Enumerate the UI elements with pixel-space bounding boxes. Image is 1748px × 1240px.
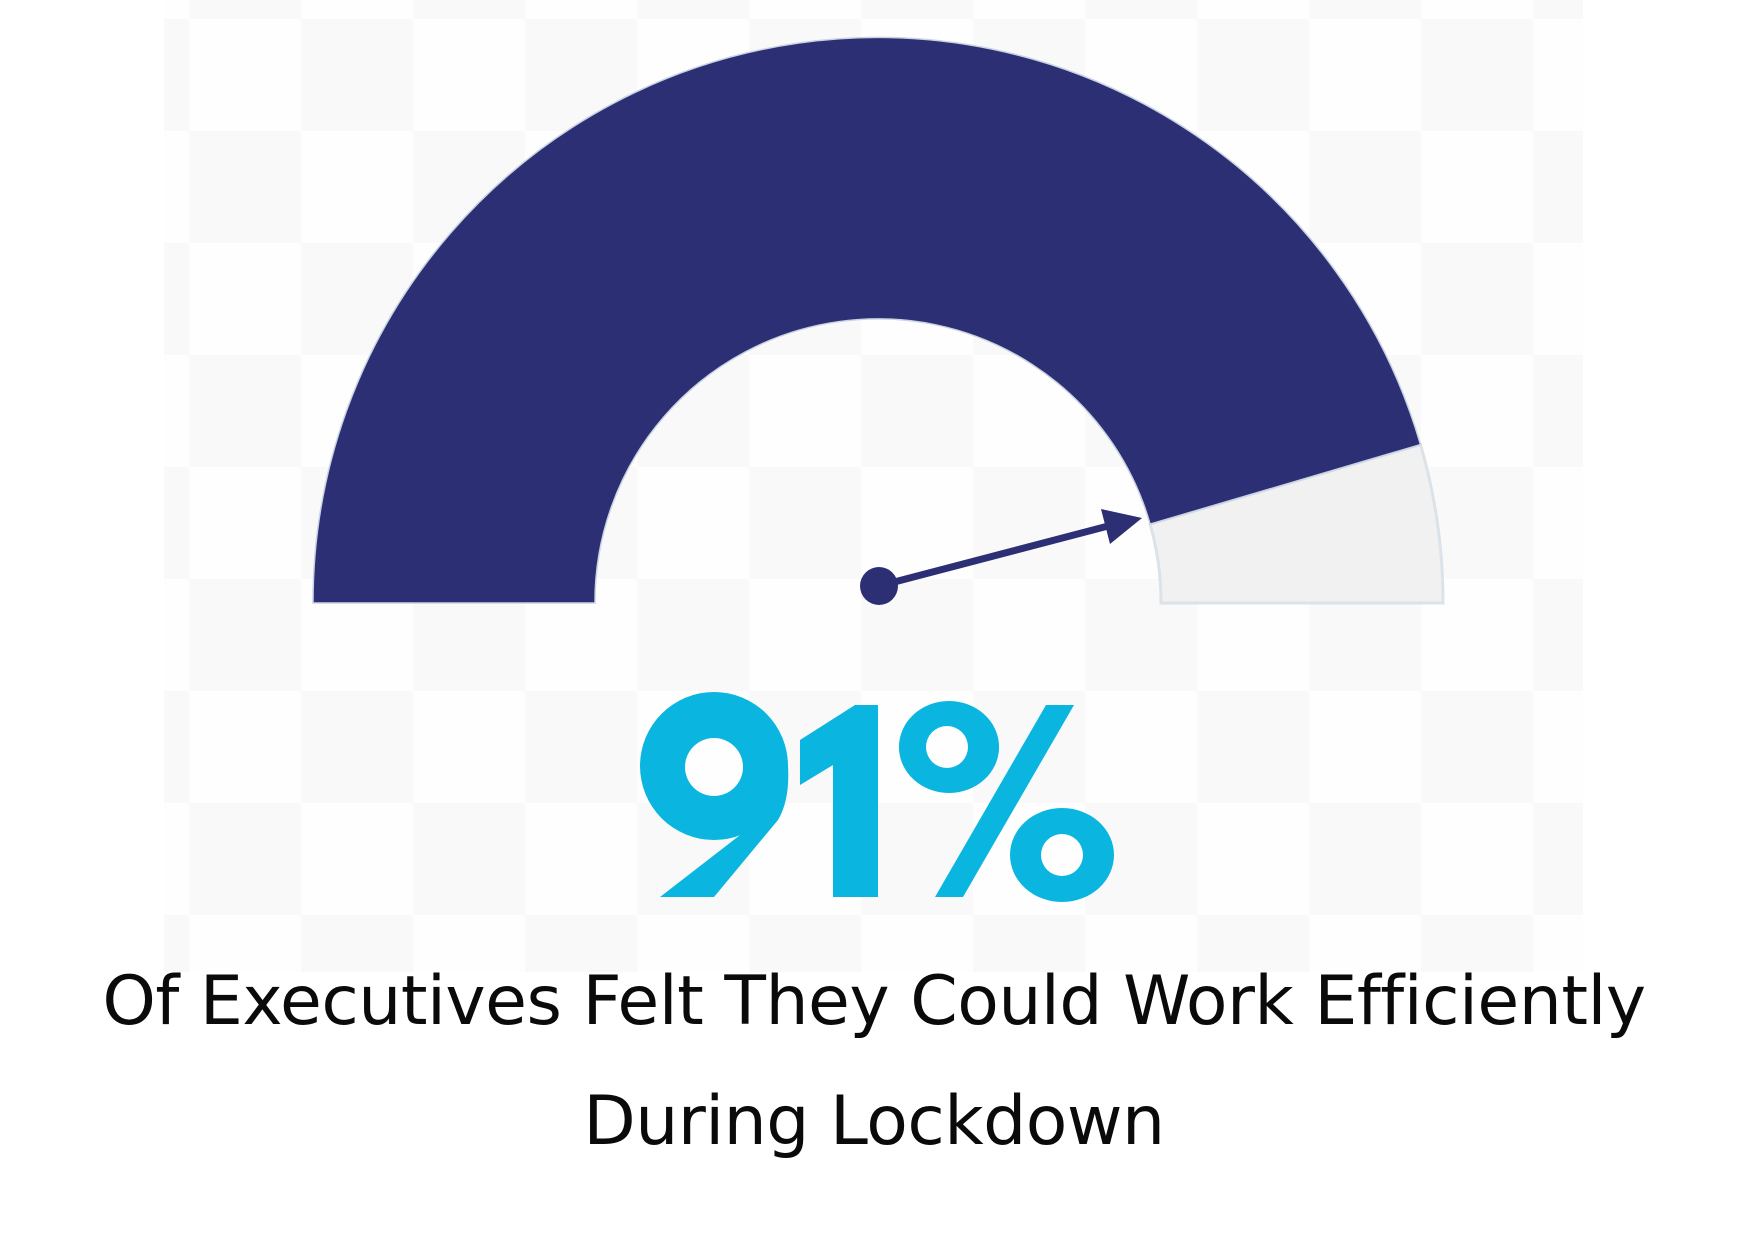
caption-line-1: Of Executives Felt They Could Work Effic… — [102, 962, 1646, 1041]
gauge-chart: 91% — [312, 36, 1445, 902]
gauge-filled-segment — [312, 36, 1422, 604]
pivot-dot-icon — [860, 567, 898, 605]
gauge-caption: Of Executives Felt They Could Work Effic… — [0, 942, 1748, 1182]
value-label-91-percent: 91% — [640, 692, 1114, 902]
arrow-needle-icon — [860, 509, 1142, 605]
caption-line-2: During Lockdown — [583, 1082, 1165, 1161]
